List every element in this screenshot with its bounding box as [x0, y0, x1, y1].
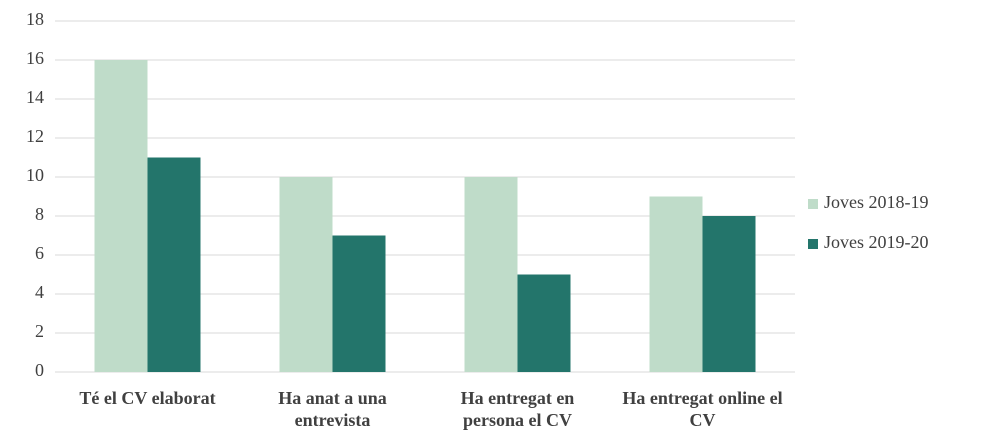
bar	[94, 60, 148, 372]
bar	[147, 157, 201, 372]
bar	[649, 196, 703, 372]
bar	[332, 235, 386, 372]
bar	[464, 177, 518, 372]
x-tick-label: Té el CV elaborat	[79, 388, 216, 408]
y-tick-label: 2	[35, 321, 44, 341]
y-tick-label: 0	[35, 360, 44, 380]
y-tick-label: 8	[35, 204, 44, 224]
bar	[517, 274, 571, 372]
y-tick-label: 14	[26, 87, 44, 107]
y-tick-label: 16	[26, 48, 44, 68]
y-tick-label: 18	[26, 9, 44, 29]
x-tick-label: Ha anat a una entrevista	[278, 388, 387, 430]
y-tick-label: 4	[35, 282, 44, 302]
x-tick-label: Ha entregat online el CV	[622, 388, 783, 430]
legend-label: Joves 2018-19	[824, 192, 929, 212]
legend-swatch	[808, 239, 818, 249]
bar	[702, 216, 756, 372]
bar	[279, 177, 333, 372]
legend-swatch	[808, 199, 818, 209]
y-tick-label: 6	[35, 243, 44, 263]
y-tick-label: 10	[26, 165, 44, 185]
x-tick-label: Ha entregat en persona el CV	[460, 388, 575, 430]
y-tick-label: 12	[26, 126, 44, 146]
legend-label: Joves 2019-20	[824, 232, 929, 252]
